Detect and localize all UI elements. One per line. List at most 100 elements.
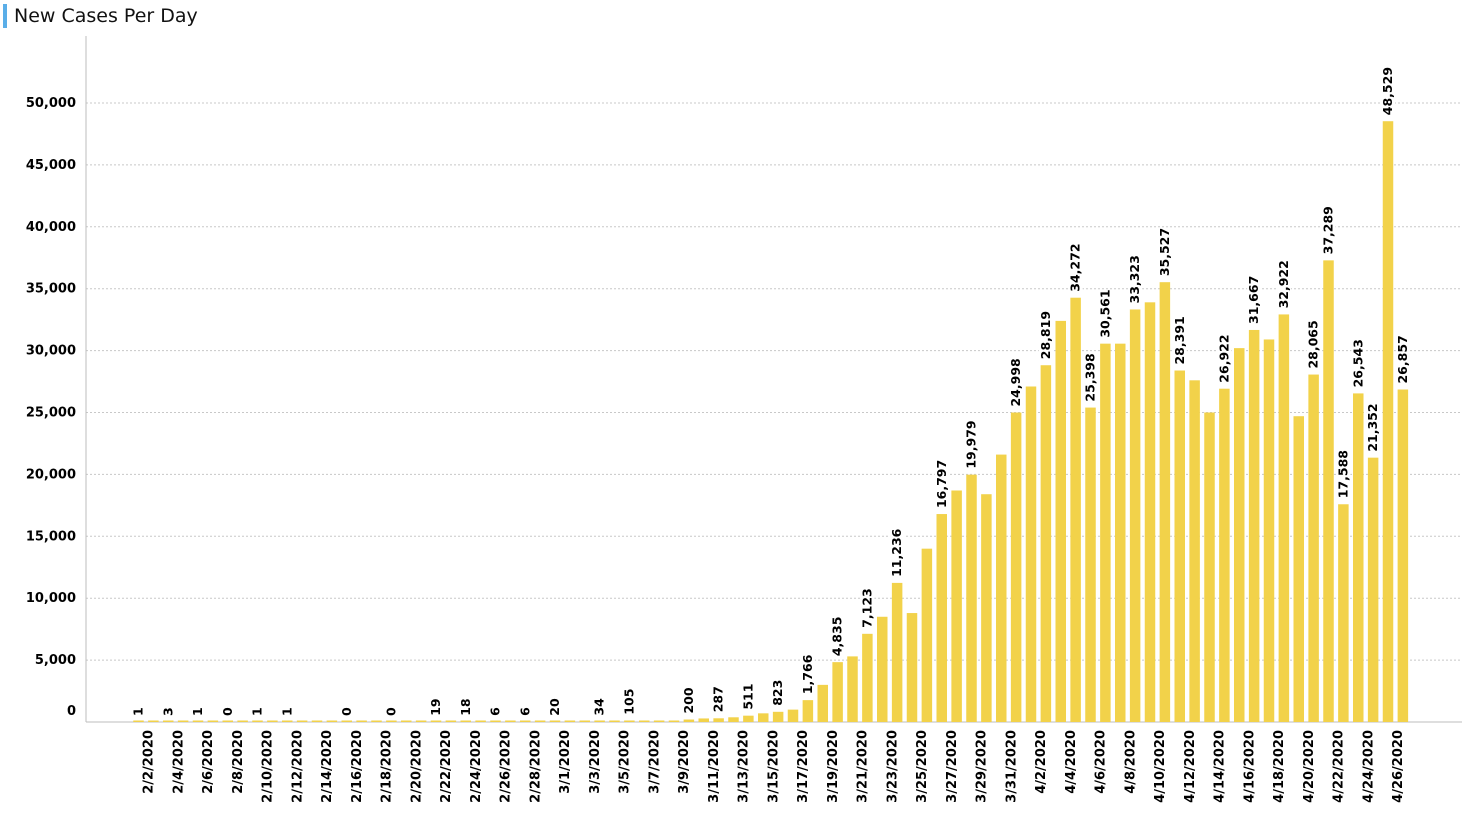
bar [683,719,695,722]
x-tick-label: 4/24/2020 [1361,730,1376,803]
bar [148,720,159,722]
data-label-group: 48,529 [1380,67,1395,119]
data-label-halo [131,705,146,719]
data-label-halo [429,697,443,719]
data-label: 17,588 [1335,450,1350,498]
bar [386,720,397,722]
bar [817,684,828,722]
bar [177,720,189,722]
x-tick-label: 4/2/2020 [1034,730,1049,794]
x-tick-label: 3/13/2020 [737,730,752,803]
data-label: 6 [488,707,503,716]
data-label: 35,527 [1157,228,1172,276]
x-tick-label: 2/8/2020 [231,730,246,794]
x-tick-label: 3/5/2020 [618,730,633,794]
data-label-group: 26,857 [1395,335,1410,387]
y-tick-label: 30,000 [26,344,76,359]
y-tick-label: 0 [67,704,76,719]
bar [1278,314,1290,722]
bar [1263,339,1275,722]
data-label: 31,667 [1246,276,1261,324]
data-label: 34,272 [1068,243,1083,291]
bar [237,720,248,722]
y-tick-label: 25,000 [26,406,76,421]
data-label-group: 7,123 [859,587,875,631]
bar [624,720,635,722]
x-tick-label: 3/23/2020 [885,730,900,803]
gridlines [86,102,1462,661]
data-label-group: 4,835 [830,616,845,660]
y-tick-label: 40,000 [26,220,76,235]
data-label-halo [830,616,845,660]
data-label-halo [711,687,726,716]
data-label: 26,543 [1350,339,1365,387]
y-tick-label: 5,000 [35,653,76,668]
data-label-group: 21,352 [1365,403,1381,455]
data-label-group: 0 [383,705,399,719]
data-label: 511 [740,684,755,710]
bar [1397,389,1409,722]
data-label: 0 [220,707,235,716]
bar [163,720,174,722]
data-label-halo [280,705,295,719]
data-label-group: 0 [339,705,354,719]
data-label: 200 [681,687,696,713]
data-label-halo [860,587,875,631]
y-tick-label: 50,000 [26,96,76,111]
bar [1308,374,1319,722]
bar [668,720,680,722]
x-tick-label: 4/6/2020 [1094,730,1109,794]
data-label-halo [1366,404,1381,455]
bar [1219,388,1230,722]
data-label: 823 [770,680,785,706]
y-axis-ticks: 0 5,000 10,000 15,000 20,000 25,000 30,000 35,0… [26,96,76,719]
data-label-halo [1038,311,1053,363]
data-label-group: 31,667 [1246,276,1262,327]
data-label-group: 1 [250,705,265,719]
data-label-group: 34 [592,697,607,719]
bar [1367,457,1379,722]
data-label: 21,352 [1365,403,1380,451]
bar [1248,329,1260,722]
x-tick-label: 2/10/2020 [261,730,276,803]
x-tick-label: 3/3/2020 [588,730,603,794]
data-label: 26,922 [1216,334,1231,382]
x-tick-label: 4/8/2020 [1123,730,1138,794]
bar [966,474,977,722]
bar [326,720,338,722]
bar [653,720,665,722]
x-tick-label: 4/20/2020 [1302,730,1317,803]
data-label-group: 11,236 [889,528,905,580]
data-label: 33,323 [1127,255,1142,303]
data-labels: 1 3 1 0 1 1 0 0 19 18 6 6 20 34 105 200 287 511 823 1,766 4,… [131,67,1410,719]
data-label: 37,289 [1321,206,1336,254]
x-tick-label: 2/22/2020 [439,730,454,803]
data-label: 26,857 [1395,335,1410,383]
bar [1204,412,1215,722]
data-label-halo [1128,256,1143,307]
bar [787,709,799,722]
data-label: 28,065 [1306,320,1321,368]
x-tick-label: 3/17/2020 [796,730,811,803]
data-label: 30,561 [1097,289,1112,337]
data-label-halo [458,697,473,719]
x-tick-label: 2/4/2020 [171,730,186,794]
data-label: 1 [250,707,265,716]
bar [1025,386,1037,722]
x-tick-label: 4/12/2020 [1183,730,1198,803]
data-label: 3 [160,707,175,716]
bar [832,662,843,722]
data-label-group: 18 [458,697,473,719]
data-label-halo [1381,67,1395,119]
bar [743,715,754,722]
bar [460,720,471,722]
bar [713,718,724,722]
data-label-halo [1157,228,1172,280]
data-label-group: 28,065 [1306,320,1321,372]
data-label-halo [384,705,399,719]
data-label-group: 287 [711,686,726,716]
x-tick-label: 2/28/2020 [528,730,543,803]
data-label: 7,123 [859,588,874,628]
data-label: 19,979 [964,420,979,468]
x-tick-label: 2/24/2020 [469,730,484,803]
